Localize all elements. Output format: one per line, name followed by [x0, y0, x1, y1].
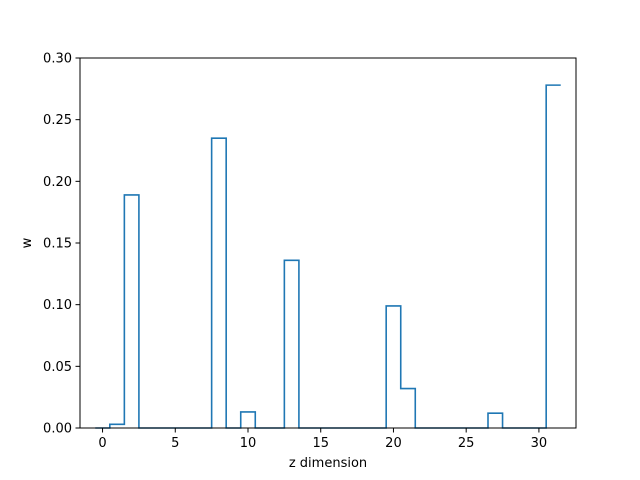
y-axis-label: w	[20, 237, 35, 248]
x-tick-label: 30	[531, 436, 548, 451]
x-tick-label: 5	[171, 436, 179, 451]
y-tick-label: 0.30	[43, 52, 72, 67]
x-tick-label: 0	[98, 436, 106, 451]
x-tick-label: 25	[458, 436, 475, 451]
x-axis-label: z dimension	[289, 456, 367, 471]
y-tick-label: 0.10	[43, 298, 72, 313]
y-tick-label: 0.25	[43, 113, 72, 128]
y-tick-label: 0.15	[43, 237, 72, 252]
x-tick-label: 15	[312, 436, 329, 451]
y-tick-label: 0.00	[43, 422, 72, 437]
y-tick-label: 0.20	[43, 175, 72, 190]
x-tick-label: 20	[385, 436, 402, 451]
y-tick-label: 0.05	[43, 360, 72, 375]
x-tick-label: 10	[240, 436, 257, 451]
